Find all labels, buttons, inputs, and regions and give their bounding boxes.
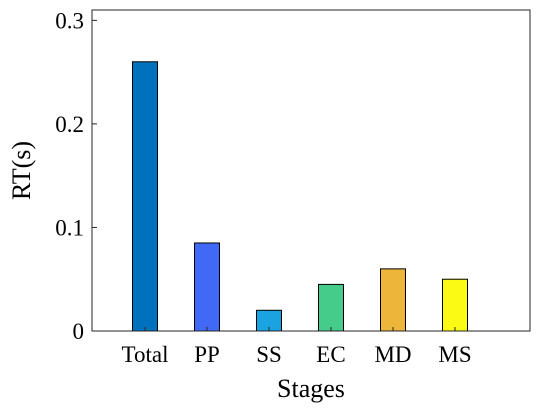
bar-ec [318, 283, 344, 332]
y-tick-label: 0.3 [55, 8, 84, 33]
y-ticks-group: 0 0.1 0.2 0.3 [55, 8, 97, 344]
y-tick-label: 0.1 [55, 215, 84, 240]
x-tick-label: SS [256, 342, 282, 367]
x-ticks-group: Total PP SS EC MD MS [122, 327, 472, 367]
bar-pp [194, 242, 220, 332]
bar-total [132, 61, 158, 332]
y-axis-label: RT(s) [7, 141, 36, 200]
bars-group [132, 61, 468, 332]
y-tick-label: 0.2 [55, 112, 84, 137]
x-tick-label: MD [374, 342, 411, 367]
bar-md [380, 268, 406, 332]
plot-frame [91, 9, 531, 332]
x-axis-label: Stages [277, 374, 345, 403]
x-tick-label: EC [316, 342, 345, 367]
x-tick-label: MS [438, 342, 471, 367]
x-tick-label: PP [194, 342, 220, 367]
x-tick-label: Total [122, 342, 169, 367]
bar-ms [442, 278, 468, 332]
y-tick-label: 0 [73, 319, 85, 344]
